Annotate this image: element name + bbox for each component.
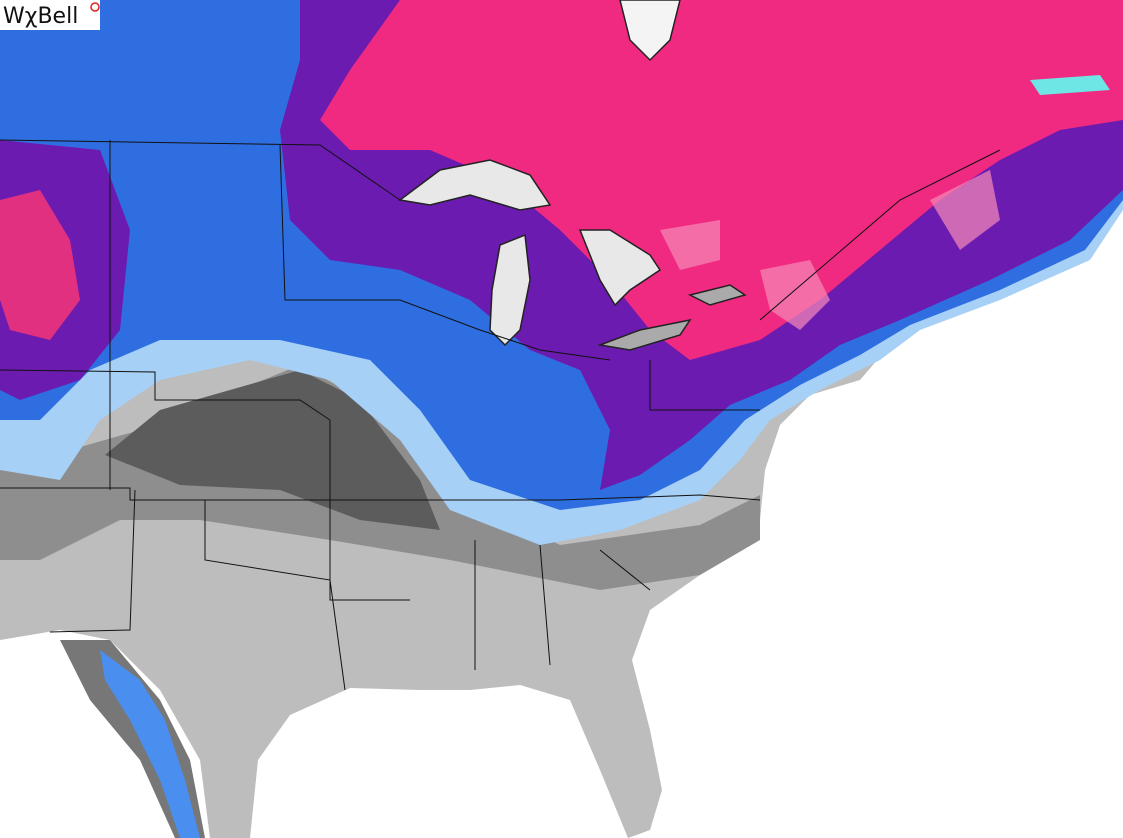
hudson-bay-tip bbox=[619, 0, 681, 62]
logo-mark bbox=[90, 2, 100, 12]
snow-cyan bbox=[1030, 75, 1110, 95]
lake-ontario bbox=[687, 284, 747, 306]
lake-erie bbox=[597, 318, 692, 351]
logo-box bbox=[0, 0, 100, 30]
snow-pink-light bbox=[660, 170, 1000, 330]
borders bbox=[0, 139, 1001, 691]
lake-huron bbox=[578, 229, 662, 307]
snow-gray-dark bbox=[105, 370, 440, 530]
lake-michigan bbox=[489, 233, 531, 347]
lake-superior bbox=[398, 159, 552, 211]
snow-blue-mexico bbox=[100, 650, 200, 838]
snow-magenta-west bbox=[0, 190, 80, 340]
logo: WχBell bbox=[3, 4, 78, 29]
snow-magenta bbox=[320, 0, 1123, 360]
